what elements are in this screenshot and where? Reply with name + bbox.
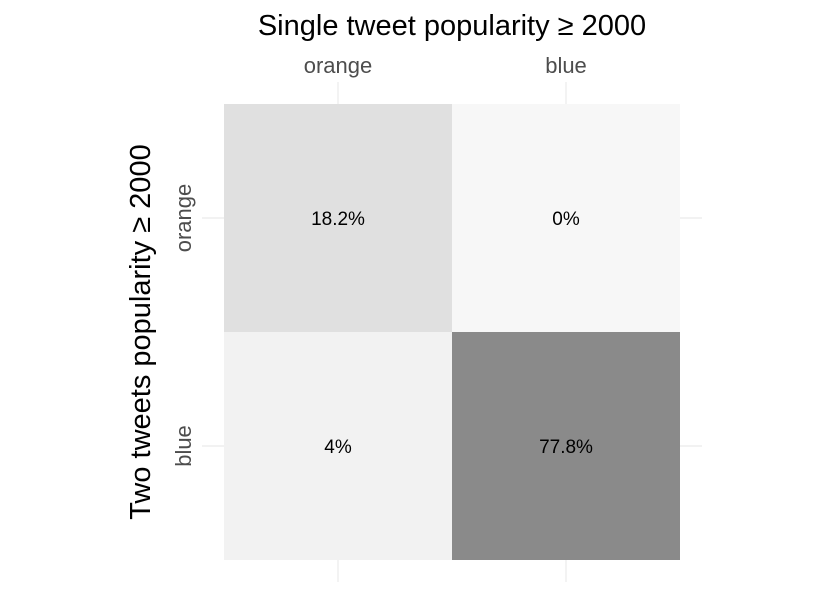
- y-tick-label-blue: blue: [171, 425, 196, 467]
- y-axis-title: Two tweets popularity ≥ 2000: [125, 144, 157, 519]
- cell-label-orange-blue: 0%: [552, 209, 580, 230]
- x-tick-label-orange: orange: [304, 53, 373, 78]
- x-tick-label-blue: blue: [545, 53, 587, 78]
- cell-labels: 18.2% 0% 4% 77.8%: [311, 209, 593, 458]
- cell-label-blue-orange: 4%: [324, 437, 352, 458]
- y-tick-label-orange: orange: [171, 184, 196, 253]
- heatmap-cell-blue-orange: [224, 332, 452, 560]
- tick-labels: orange blue orange blue: [171, 53, 587, 467]
- cell-label-blue-blue: 77.8%: [539, 437, 593, 458]
- heatmap-cell-blue-blue: [452, 332, 680, 560]
- heatmap-cell-orange-blue: [452, 104, 680, 332]
- heatmap-cells: [224, 104, 680, 560]
- x-axis-title: Single tweet popularity ≥ 2000: [258, 10, 646, 42]
- cell-label-orange-orange: 18.2%: [311, 209, 365, 230]
- heatmap-cell-orange-orange: [224, 104, 452, 332]
